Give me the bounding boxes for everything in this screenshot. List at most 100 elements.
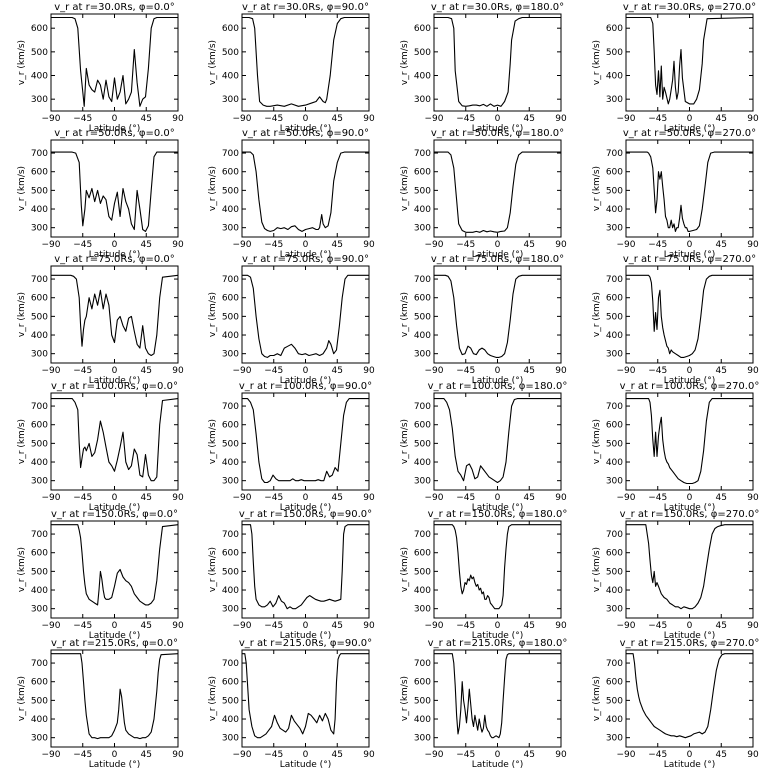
y-tick-label: 300 <box>222 605 239 615</box>
x-axis-label: Latitude (°) <box>664 631 715 641</box>
y-axis-label: v_r (km/s) <box>208 40 218 85</box>
x-tick-label: 45 <box>524 493 535 503</box>
y-tick-label: 600 <box>222 24 239 34</box>
y-tick-label: 700 <box>222 659 239 669</box>
x-axis-label: Latitude (°) <box>664 250 715 260</box>
plot-frame <box>241 520 370 619</box>
x-tick-label: −90 <box>617 621 636 631</box>
x-tick-label: −90 <box>42 366 61 376</box>
y-tick-label: 400 <box>414 586 431 596</box>
y-tick-label: 400 <box>606 205 623 215</box>
x-tick-label: 90 <box>747 750 759 760</box>
x-tick-label: 45 <box>141 750 152 760</box>
y-tick-label: 600 <box>222 678 239 688</box>
y-tick-label: 600 <box>31 421 48 431</box>
x-axis-label: Latitude (°) <box>280 760 331 768</box>
y-tick-label: 600 <box>414 549 431 559</box>
y-axis-label: v_r (km/s) <box>208 547 218 592</box>
panel-r4-c3: v_r at r=150.0Rs, φ=270.0° −90 −45 0 45 90 300… <box>592 509 759 641</box>
plot-frame <box>50 13 179 112</box>
y-tick-label: 400 <box>414 331 431 341</box>
y-tick-label: 300 <box>31 350 48 360</box>
y-tick-label: 600 <box>222 168 239 178</box>
y-tick-label: 700 <box>414 275 431 285</box>
y-axis-label: v_r (km/s) <box>17 292 27 337</box>
x-axis-label: Latitude (°) <box>89 376 140 386</box>
y-axis-label: v_r (km/s) <box>400 166 410 211</box>
x-tick-label: 45 <box>716 114 727 124</box>
series-line <box>626 653 753 739</box>
x-tick-label: −45 <box>264 240 283 250</box>
x-tick-label: 45 <box>332 621 343 631</box>
x-axis-label: Latitude (°) <box>472 250 523 260</box>
y-tick-label: 700 <box>606 402 623 412</box>
x-axis-label: Latitude (°) <box>280 376 331 386</box>
plot-frame <box>625 13 754 112</box>
y-tick-label: 400 <box>606 72 623 82</box>
x-tick-label: 0 <box>303 621 309 631</box>
panel-title: v_r at r=150.0Rs, φ=180.0° <box>428 509 568 520</box>
x-tick-label: 45 <box>141 240 152 250</box>
x-tick-label: −90 <box>425 621 444 631</box>
x-tick-label: −90 <box>617 114 636 124</box>
y-tick-label: 500 <box>606 696 623 706</box>
series-line <box>242 398 369 484</box>
series-line <box>242 653 369 739</box>
x-tick-label: 45 <box>332 493 343 503</box>
series-line <box>51 524 178 606</box>
panel-r5-c2: v_r at r=215.0Rs, φ=180.0° −90 −45 0 45 90 300… <box>400 638 567 768</box>
x-tick-label: −45 <box>648 240 667 250</box>
y-tick-label: 700 <box>31 275 48 285</box>
x-tick-label: 90 <box>172 621 184 631</box>
y-tick-label: 300 <box>31 734 48 744</box>
x-tick-label: −45 <box>73 366 92 376</box>
x-tick-label: −45 <box>73 114 92 124</box>
x-tick-label: 90 <box>747 621 759 631</box>
x-tick-label: 45 <box>141 114 152 124</box>
y-tick-label: 300 <box>31 477 48 487</box>
x-tick-label: 90 <box>363 750 375 760</box>
x-tick-label: −90 <box>617 366 636 376</box>
x-tick-label: 0 <box>303 240 309 250</box>
y-tick-label: 400 <box>606 715 623 725</box>
panel-title: v_r at r=150.0Rs, φ=90.0° <box>239 509 372 520</box>
y-axis-label: v_r (km/s) <box>208 292 218 337</box>
x-tick-label: 45 <box>716 750 727 760</box>
y-tick-label: 700 <box>222 149 239 159</box>
x-tick-label: 0 <box>495 493 501 503</box>
panel-title: v_r at r=100.0Rs, φ=180.0° <box>428 381 568 392</box>
x-tick-label: −45 <box>648 621 667 631</box>
x-tick-label: 45 <box>141 621 152 631</box>
y-tick-label: 400 <box>31 715 48 725</box>
x-axis-label: Latitude (°) <box>472 631 523 641</box>
x-axis-label: Latitude (°) <box>280 503 331 513</box>
y-tick-label: 600 <box>222 294 239 304</box>
panel-title: v_r at r=50.0Rs, φ=0.0° <box>54 128 175 139</box>
panel-r3-c2: v_r at r=100.0Rs, φ=180.0° −90 −45 0 45 90 300… <box>400 381 567 513</box>
panel-title: v_r at r=50.0Rs, φ=90.0° <box>242 128 369 139</box>
x-tick-label: −90 <box>42 750 61 760</box>
x-tick-label: −90 <box>233 621 252 631</box>
x-tick-label: −45 <box>456 366 475 376</box>
x-tick-label: −45 <box>456 114 475 124</box>
plot-frame <box>50 139 179 238</box>
panel-r0-c3: v_r at r=30.0Rs, φ=270.0° −90 −45 0 45 90 300 4… <box>592 2 759 134</box>
x-tick-label: −45 <box>73 621 92 631</box>
panel-r5-c3: v_r at r=215.0Rs, φ=270.0° −90 −45 0 45 90 300… <box>592 638 759 768</box>
y-axis-label: v_r (km/s) <box>17 419 27 464</box>
x-tick-label: −90 <box>233 750 252 760</box>
plot-frame <box>625 649 754 748</box>
series-line <box>242 524 369 610</box>
panel-title: v_r at r=30.0Rs, φ=90.0° <box>242 2 369 13</box>
x-tick-label: −90 <box>233 366 252 376</box>
y-tick-label: 500 <box>222 567 239 577</box>
panel-title: v_r at r=100.0Rs, φ=270.0° <box>620 381 760 392</box>
y-axis-label: v_r (km/s) <box>17 166 27 211</box>
panel-r1-c3: v_r at r=50.0Rs, φ=270.0° −90 −45 0 45 90 300 4… <box>592 128 759 260</box>
x-axis-label: Latitude (°) <box>280 631 331 641</box>
plot-frame <box>625 392 754 491</box>
y-tick-label: 500 <box>222 48 239 58</box>
panel-title: v_r at r=75.0Rs, φ=0.0° <box>54 254 175 265</box>
panel-r0-c2: v_r at r=30.0Rs, φ=180.0° −90 −45 0 45 90 300 4… <box>400 2 567 134</box>
plot-frame <box>50 520 179 619</box>
